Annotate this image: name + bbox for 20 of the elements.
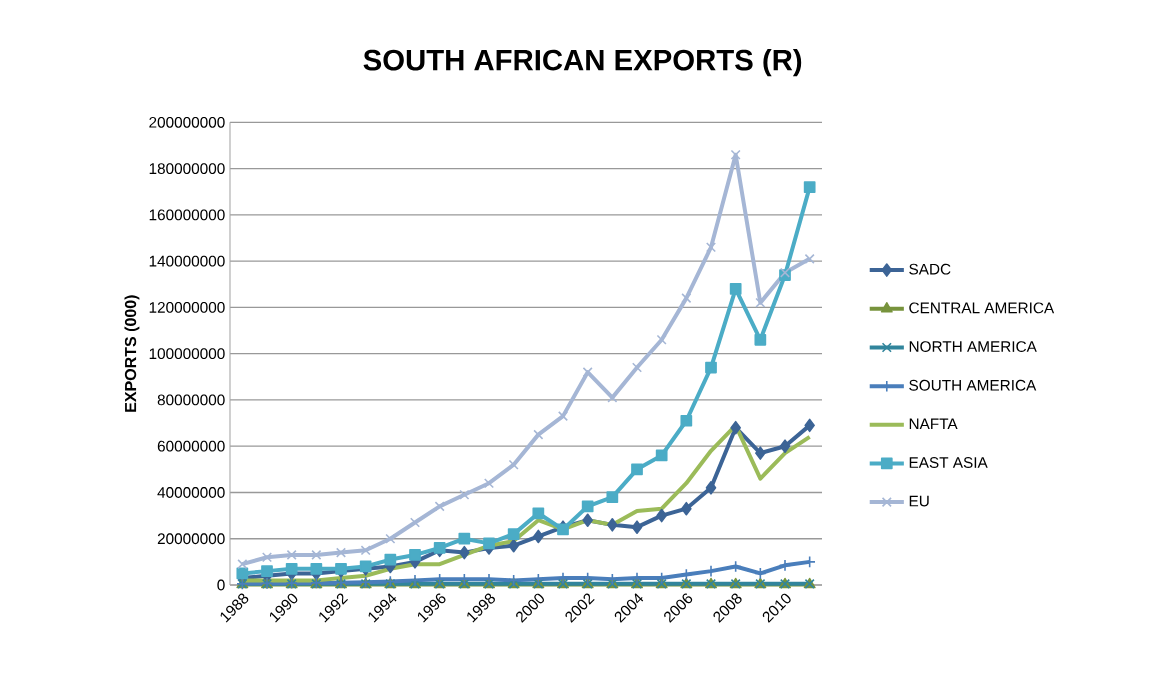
- legend-label: EU: [909, 495, 929, 507]
- y-tick-label: 0: [217, 579, 225, 591]
- y-tick-label: 180000000: [149, 163, 225, 175]
- y-tick-label: 40000000: [157, 487, 225, 498]
- y-tick-label: 80000000: [157, 394, 225, 406]
- legend-label: NAFTA: [909, 418, 958, 430]
- y-tick-label: 120000000: [149, 301, 225, 313]
- y-tick-label: 100000000: [149, 348, 225, 360]
- chart-title: SOUTH AFRICAN EXPORTS (R): [363, 48, 802, 77]
- y-tick-label: 140000000: [149, 255, 225, 267]
- y-tick-label: 200000000: [149, 116, 225, 128]
- legend-label: EAST ASIA: [909, 457, 988, 468]
- y-tick-label: 60000000: [157, 440, 225, 452]
- legend-label: NORTH AMERICA: [909, 341, 1037, 353]
- y-axis-title: EXPORTS (000): [124, 295, 140, 412]
- legend-label: SADC: [909, 263, 951, 275]
- legend-label: CENTRAL AMERICA: [909, 302, 1055, 314]
- y-tick-label: 20000000: [157, 533, 225, 545]
- legend-label: SOUTH AMERICA: [909, 379, 1037, 391]
- y-tick-label: 160000000: [149, 209, 225, 221]
